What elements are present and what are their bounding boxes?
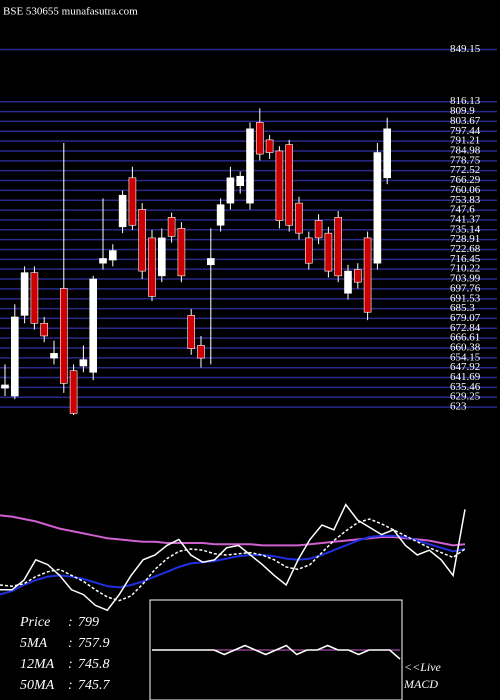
candle-body [59, 288, 68, 384]
y-tick-label: 672.84 [450, 322, 481, 334]
y-tick-label: 791.21 [450, 135, 480, 147]
y-tick-label: 716.45 [450, 253, 481, 265]
candle-body [99, 258, 107, 264]
y-tick-label: 816.13 [450, 95, 481, 107]
y-tick-label: 685.3 [450, 302, 475, 314]
candle-body [109, 250, 117, 261]
candle-body [373, 152, 382, 264]
candle-body [69, 370, 78, 414]
y-tick-label: 735.14 [450, 223, 481, 235]
candle-body [216, 204, 225, 226]
stat-separator: : [68, 657, 73, 672]
macd-label: MACD [403, 677, 438, 691]
y-tick-label: 741.37 [450, 213, 481, 225]
macd-box [149, 599, 403, 700]
indicator-line [0, 518, 466, 602]
y-tick-label: 803.67 [450, 115, 481, 127]
y-tick-label: 654.15 [450, 351, 481, 363]
y-tick-label: 784.98 [450, 145, 481, 157]
candle-body [89, 278, 97, 373]
macd-line [152, 644, 401, 660]
candle-body [50, 353, 58, 359]
candle-body [383, 128, 392, 179]
y-tick-label: 728.91 [450, 233, 480, 245]
stat-value: 745.7 [78, 678, 111, 693]
candle-body [40, 322, 49, 337]
candle-body [324, 232, 333, 272]
y-tick-label: 747.6 [450, 204, 475, 216]
y-tick-label: 635.46 [450, 381, 481, 393]
y-tick-label: 629.25 [450, 391, 481, 403]
y-tick-label: 849.15 [450, 43, 481, 55]
y-tick-label: 797.44 [450, 125, 481, 137]
candle-body [207, 258, 215, 266]
indicator-line [0, 514, 466, 547]
indicator-line [0, 503, 466, 612]
candle-body [79, 359, 88, 367]
candle-body [138, 209, 146, 272]
y-tick-label: 809.9 [450, 105, 475, 117]
stat-label: 50MA [20, 678, 55, 693]
candle-body [158, 237, 166, 277]
candle-body [246, 128, 254, 204]
candle-body [118, 194, 127, 228]
candle-body [285, 144, 294, 226]
y-tick-label: 691.53 [450, 292, 481, 304]
candle-body [363, 237, 372, 313]
stat-separator: : [68, 615, 73, 630]
candle-body [265, 139, 274, 153]
candle-body [197, 345, 205, 359]
y-tick-label: 641.69 [450, 371, 481, 383]
y-tick-label: 697.76 [450, 282, 481, 294]
y-tick-label: 666.61 [450, 332, 480, 344]
candle-body [11, 316, 19, 397]
candle-body [275, 150, 284, 221]
candle-body [128, 177, 137, 226]
candle-body [30, 272, 39, 324]
candle-body [236, 175, 244, 187]
candle-body [226, 177, 235, 204]
y-tick-label: 760.06 [450, 184, 481, 196]
y-tick-label: 647.92 [450, 361, 480, 373]
stat-value: 745.8 [78, 657, 110, 672]
stat-value: 757.9 [78, 636, 110, 651]
y-tick-label: 753.83 [450, 194, 481, 206]
y-tick-label: 679.07 [450, 312, 481, 324]
candle-body [304, 237, 313, 264]
y-tick-label: 722.68 [450, 243, 481, 255]
candle-body [255, 122, 264, 155]
candle-body [148, 237, 156, 297]
stat-separator: : [68, 636, 73, 651]
chart-title: BSE 530655 munafasutra.com [3, 6, 138, 18]
y-tick-label: 660.38 [450, 342, 481, 354]
live-link: <<Live [404, 660, 442, 674]
y-tick-label: 703.99 [450, 273, 481, 285]
y-tick-label: 766.29 [450, 174, 481, 186]
candle-body [344, 270, 352, 294]
candle-body [353, 269, 362, 283]
candle-body [167, 217, 176, 237]
candle-body [177, 228, 186, 277]
candle-body [334, 217, 343, 277]
candle-body [187, 315, 195, 349]
y-tick-label: 623 [450, 401, 467, 413]
candle-body [314, 220, 323, 239]
candle-body [295, 202, 303, 234]
candle-body [20, 272, 29, 316]
y-tick-label: 710.22 [450, 263, 480, 275]
candle-body [1, 384, 9, 389]
stat-label: 12MA [20, 657, 55, 672]
stat-label: 5MA [20, 636, 48, 651]
stat-separator: : [68, 678, 73, 693]
y-tick-label: 772.52 [450, 164, 480, 176]
y-tick-label: 778.75 [450, 154, 481, 166]
stat-value: 799 [78, 615, 99, 630]
stat-label: Price [19, 615, 50, 630]
